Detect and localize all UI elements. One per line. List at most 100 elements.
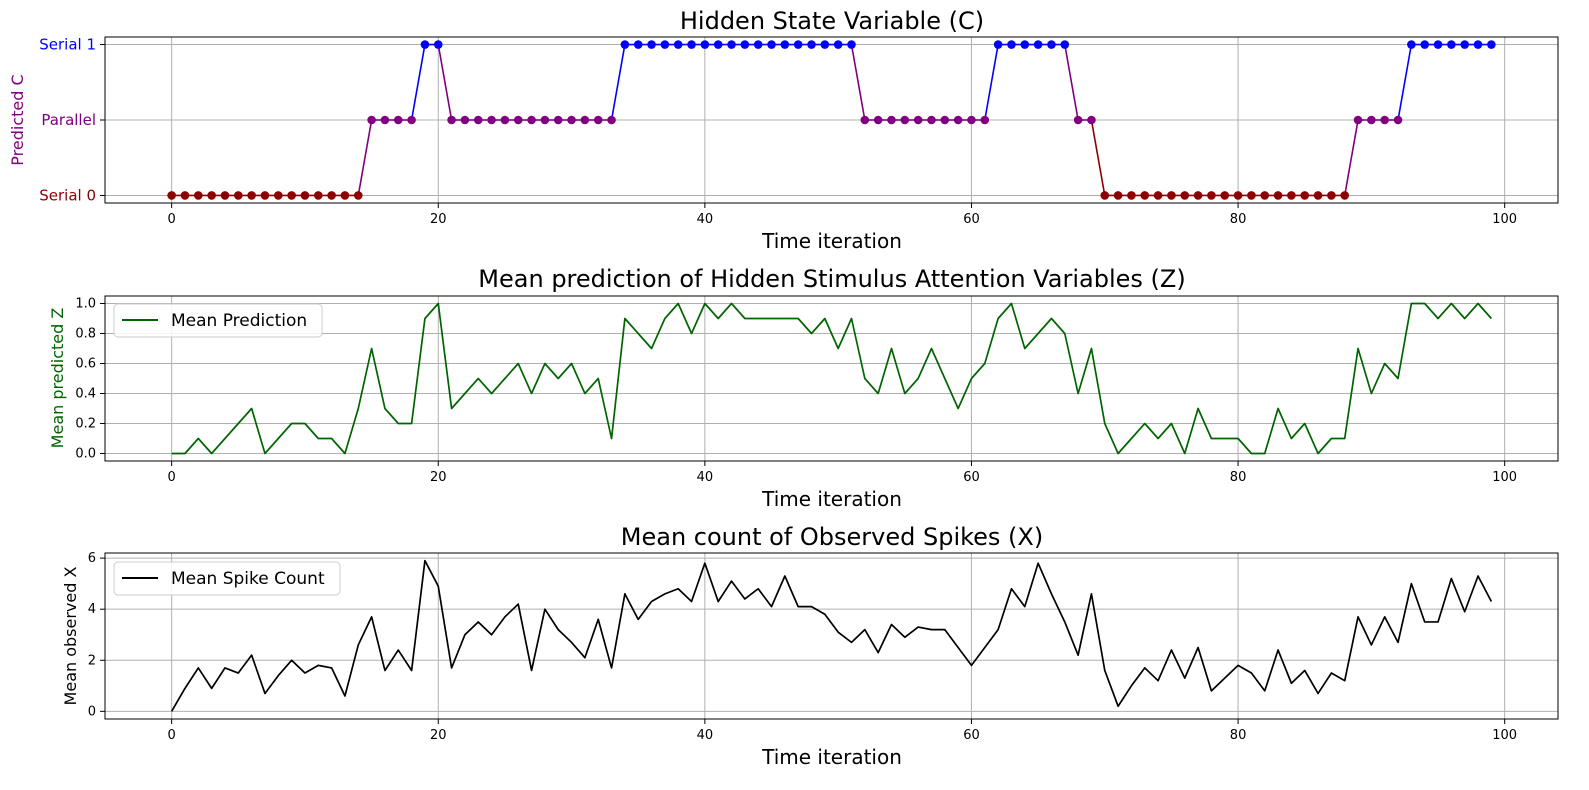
y-tick-label: 0.2 bbox=[75, 417, 96, 432]
state-point bbox=[367, 115, 376, 125]
x-tick-label: 0 bbox=[168, 728, 176, 743]
state-point bbox=[967, 115, 976, 125]
y-tick-label: 1.0 bbox=[75, 297, 96, 312]
x-tick-label: 40 bbox=[697, 470, 714, 485]
state-point bbox=[607, 115, 616, 125]
state-segment bbox=[850, 44, 866, 121]
legend-label-mean-prediction: Mean Prediction bbox=[171, 311, 307, 331]
x-tick-label: 60 bbox=[963, 470, 980, 485]
x-tick-label: 60 bbox=[963, 212, 980, 227]
state-point bbox=[940, 115, 950, 125]
state-point bbox=[700, 40, 710, 49]
state-point bbox=[580, 115, 590, 125]
panel-hidden-state: Hidden State Variable (C) 0 20 40 60 80 100 S… bbox=[8, 7, 1559, 253]
chart-title-3: Mean count of Observed Spikes (X) bbox=[621, 523, 1043, 551]
state-point bbox=[1340, 191, 1350, 200]
state-point bbox=[900, 115, 910, 125]
state-point bbox=[1087, 115, 1096, 125]
state-point bbox=[887, 115, 896, 125]
state-point bbox=[980, 115, 990, 125]
state-point bbox=[780, 40, 790, 49]
state-point bbox=[247, 191, 256, 200]
state-point bbox=[447, 115, 456, 125]
state-point bbox=[620, 40, 630, 49]
y-tick-label: 4 bbox=[88, 602, 96, 617]
state-point bbox=[567, 115, 576, 125]
x-ticks-1: 0 20 40 60 80 100 bbox=[168, 203, 1517, 227]
state-point bbox=[327, 191, 336, 200]
state-point bbox=[913, 115, 923, 125]
y-tick-label: 0.0 bbox=[75, 447, 96, 462]
state-point bbox=[953, 115, 963, 125]
state-point bbox=[993, 40, 1003, 49]
state-point bbox=[927, 115, 936, 125]
x-ticks-3: 0 20 40 60 80 100 bbox=[168, 719, 1517, 743]
state-segment bbox=[1090, 119, 1106, 196]
state-point bbox=[727, 40, 736, 49]
state-point bbox=[500, 115, 510, 125]
state-point bbox=[1487, 40, 1496, 49]
state-point bbox=[420, 40, 430, 49]
chart-title-2: Mean prediction of Hidden Stimulus Atten… bbox=[478, 265, 1185, 293]
state-point bbox=[1167, 191, 1176, 200]
y-tick-label: 0 bbox=[88, 704, 96, 719]
state-point bbox=[1407, 40, 1416, 49]
x-tick-label: 80 bbox=[1230, 212, 1247, 227]
grid-2 bbox=[105, 296, 1558, 461]
y-axis-label-1: Predicted C bbox=[8, 74, 27, 165]
state-point bbox=[1180, 191, 1190, 200]
state-point bbox=[860, 115, 870, 125]
y-tick-label: 0.8 bbox=[75, 327, 96, 342]
state-point bbox=[673, 40, 683, 49]
state-point bbox=[1300, 191, 1310, 200]
state-point bbox=[687, 40, 696, 49]
legend-box-2 bbox=[113, 303, 323, 338]
series-line bbox=[171, 302, 1492, 455]
state-point bbox=[1353, 115, 1363, 125]
state-point bbox=[220, 191, 230, 200]
state-point bbox=[313, 191, 323, 200]
x-tick-label: 60 bbox=[963, 728, 980, 743]
state-point bbox=[300, 191, 310, 200]
state-segment bbox=[610, 44, 626, 121]
state-point bbox=[1460, 40, 1469, 49]
state-point bbox=[1287, 191, 1296, 200]
state-point bbox=[1047, 40, 1056, 49]
state-point bbox=[287, 191, 296, 200]
state-point bbox=[1327, 191, 1336, 200]
state-point bbox=[234, 191, 243, 200]
state-point bbox=[473, 115, 483, 125]
x-tick-label: 40 bbox=[697, 728, 714, 743]
state-point bbox=[753, 40, 763, 49]
state-point bbox=[1193, 191, 1203, 200]
plot-frame-3 bbox=[104, 552, 1559, 720]
state-point bbox=[1233, 191, 1243, 200]
state-point bbox=[527, 115, 536, 125]
state-point bbox=[1060, 40, 1070, 49]
state-segment bbox=[984, 44, 999, 121]
grid-1 bbox=[105, 37, 1558, 203]
state-point bbox=[807, 40, 816, 49]
state-point bbox=[1033, 40, 1043, 49]
state-point bbox=[1007, 40, 1016, 49]
x-axis-label-3: Time iteration bbox=[761, 745, 902, 769]
state-point bbox=[633, 40, 643, 49]
state-point bbox=[873, 115, 883, 125]
state-point bbox=[407, 115, 416, 125]
state-point bbox=[1073, 115, 1083, 125]
series-markers-c bbox=[167, 40, 1496, 200]
state-point bbox=[740, 40, 750, 49]
state-point bbox=[1113, 191, 1123, 200]
state-point bbox=[1473, 40, 1483, 49]
state-point bbox=[1247, 191, 1256, 200]
state-point bbox=[1380, 115, 1390, 125]
state-segment bbox=[1343, 119, 1359, 196]
y-axis-label-2: Mean predicted Z bbox=[48, 308, 67, 449]
x-tick-label: 0 bbox=[168, 470, 176, 485]
series-line-z bbox=[171, 302, 1492, 455]
state-point bbox=[767, 40, 776, 49]
state-point bbox=[1220, 191, 1230, 200]
state-point bbox=[487, 115, 496, 125]
state-segment bbox=[1397, 44, 1413, 121]
state-point bbox=[1020, 40, 1030, 49]
